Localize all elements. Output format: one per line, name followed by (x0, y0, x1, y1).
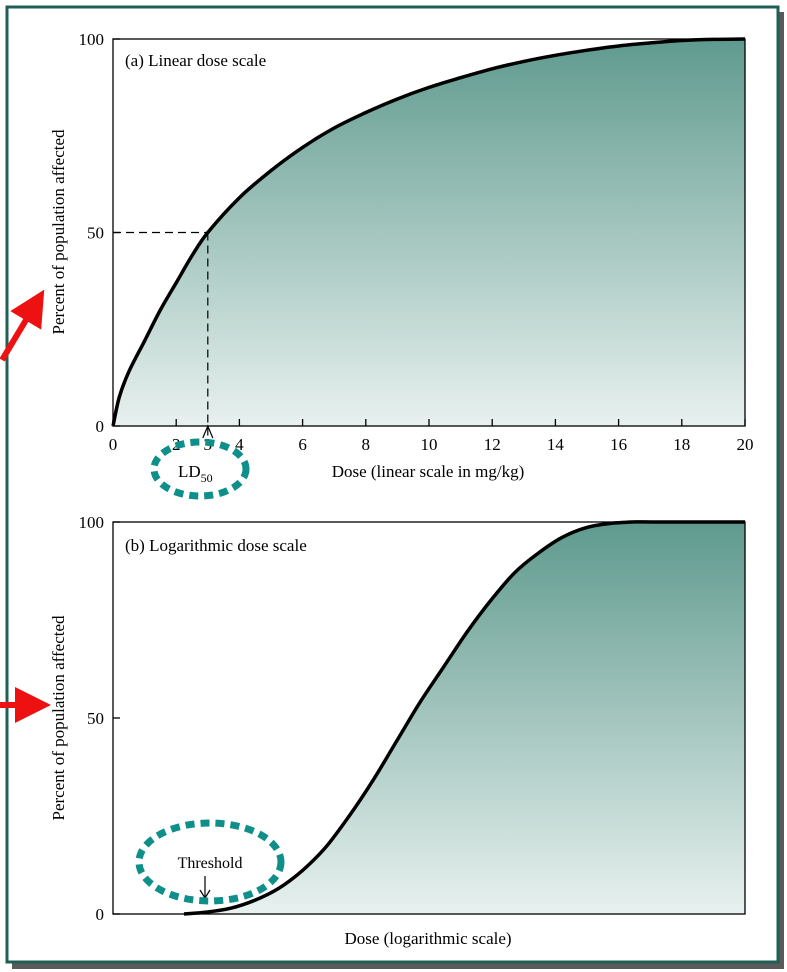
ld50-pointer-arrow (202, 424, 214, 439)
y-tick-label-b: 100 (79, 513, 105, 532)
x-tick-label-a: 20 (737, 435, 754, 454)
ld50-label-main: LD (178, 462, 201, 481)
y-tick-label-a: 50 (87, 224, 104, 243)
y-axis-label-a: Percent of population affected (49, 129, 68, 335)
response-curve-a (111, 37, 746, 427)
threshold-label: Threshold (178, 855, 243, 872)
y-tick-label-b: 0 (96, 905, 105, 924)
x-tick-label-a: 0 (109, 435, 118, 454)
panel-a-title: (a) Linear dose scale (125, 51, 266, 70)
panel-a: (a) Linear dose scale Percent of populat… (0, 30, 754, 500)
y-ticks-b: 0 50 100 (79, 513, 120, 924)
y-tick-label-a: 100 (79, 30, 105, 49)
x-tick-label-a: 10 (421, 435, 438, 454)
x-tick-label-a: 14 (547, 435, 565, 454)
y-tick-label-a: 0 (96, 417, 105, 436)
area-fill-b (184, 521, 745, 914)
y-tick-label-b: 50 (87, 709, 104, 728)
x-tick-label-a: 4 (235, 435, 244, 454)
x-tick-label-a: 8 (362, 435, 371, 454)
ld50-label: LD50 (178, 462, 213, 485)
x-tick-label-a: 18 (673, 435, 690, 454)
panel-b: (b) Logarithmic dose scale Percent of po… (0, 513, 746, 948)
x-tick-label-a: 12 (484, 435, 501, 454)
panel-b-title: (b) Logarithmic dose scale (125, 536, 307, 555)
x-tick-label-a: 16 (610, 435, 627, 454)
x-axis-label-b: Dose (logarithmic scale) (344, 929, 511, 948)
y-axis-label-b: Percent of population affected (49, 615, 68, 821)
x-tick-label-a: 6 (298, 435, 307, 454)
threshold-highlight-ellipse (135, 819, 285, 905)
response-curve-b (183, 520, 745, 916)
area-fill-a (113, 39, 745, 426)
ld50-highlight-ellipse (150, 438, 250, 500)
ld50-label-subscript: 50 (201, 471, 213, 485)
red-arrow-a (0, 289, 45, 362)
x-axis-label-a: Dose (linear scale in mg/kg) (332, 462, 525, 481)
